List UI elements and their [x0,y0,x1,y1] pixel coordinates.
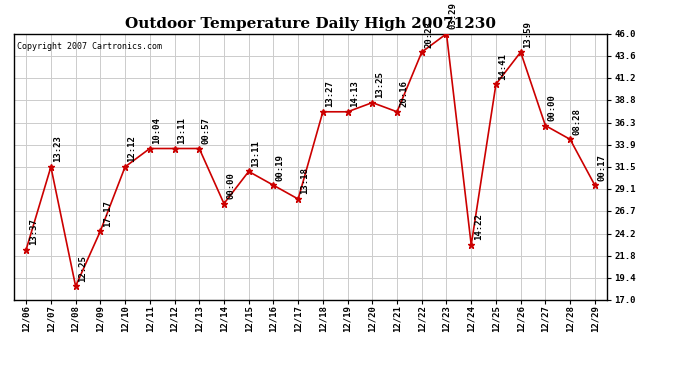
Text: 00:19: 00:19 [276,154,285,181]
Text: 13:59: 13:59 [523,21,532,48]
Text: 00:00: 00:00 [226,172,235,199]
Title: Outdoor Temperature Daily High 20071230: Outdoor Temperature Daily High 20071230 [125,17,496,31]
Text: 13:11: 13:11 [251,140,260,167]
Text: 00:57: 00:57 [201,117,210,144]
Text: 13:25: 13:25 [375,71,384,98]
Text: 00:00: 00:00 [548,94,557,121]
Text: 13:27: 13:27 [326,80,335,107]
Text: 08:28: 08:28 [573,108,582,135]
Text: 03:29: 03:29 [449,2,458,29]
Text: 12:25: 12:25 [78,255,87,282]
Text: 20:16: 20:16 [400,80,408,107]
Text: 12:12: 12:12 [128,135,137,162]
Text: Copyright 2007 Cartronics.com: Copyright 2007 Cartronics.com [17,42,161,51]
Text: 20:23: 20:23 [424,21,433,48]
Text: 13:11: 13:11 [177,117,186,144]
Text: 13:23: 13:23 [53,135,62,162]
Text: 00:17: 00:17 [598,154,607,181]
Text: 13:37: 13:37 [29,218,38,245]
Text: 13:18: 13:18 [301,168,310,194]
Text: 14:22: 14:22 [474,213,483,240]
Text: 14:41: 14:41 [498,53,507,80]
Text: 17:17: 17:17 [103,200,112,226]
Text: 10:04: 10:04 [152,117,161,144]
Text: 14:13: 14:13 [350,80,359,107]
